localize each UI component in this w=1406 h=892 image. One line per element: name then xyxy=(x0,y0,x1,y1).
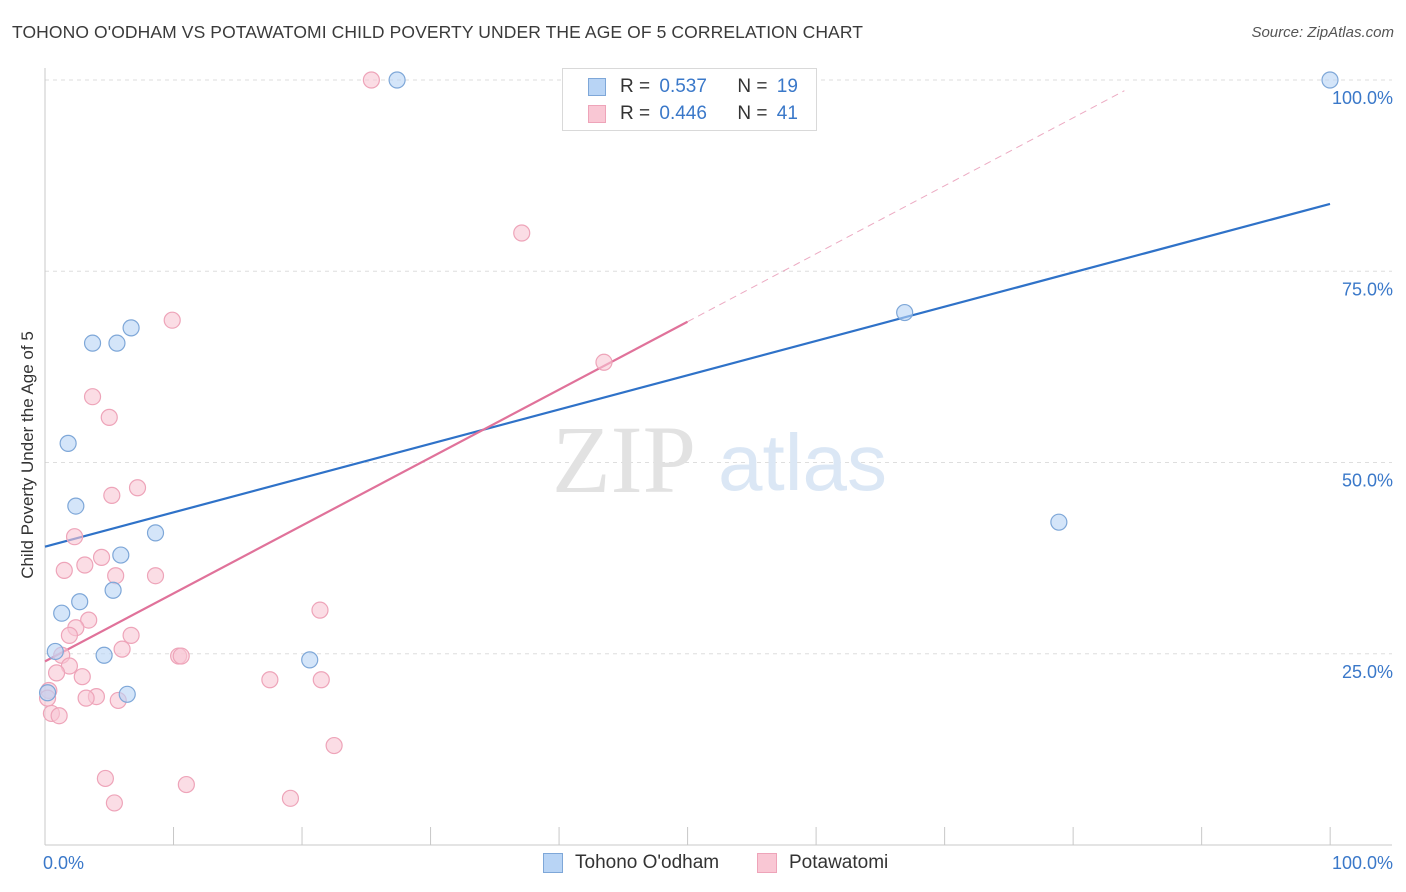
potawatomi-point xyxy=(122,626,140,644)
y-tick-label: 75.0% xyxy=(1342,279,1393,299)
trend-lines xyxy=(44,90,1331,663)
potawatomi-point xyxy=(55,561,73,579)
r-label: R = xyxy=(620,76,651,97)
y-tick-label: 25.0% xyxy=(1342,662,1393,682)
tohono-point xyxy=(1050,513,1068,531)
potawatomi-point xyxy=(311,601,329,619)
gridlines xyxy=(45,79,1392,655)
potawatomi-n-value: 41 xyxy=(776,103,798,124)
y-tick-label: 100.0% xyxy=(1332,88,1393,108)
potawatomi-point xyxy=(96,769,114,788)
tohono-point xyxy=(122,319,140,337)
watermark-atlas: atlas xyxy=(718,418,887,507)
legend-row-potawatomi: R = 0.446 N = 41 xyxy=(588,102,798,126)
potawatomi-point xyxy=(177,775,195,794)
tohono-point xyxy=(108,334,126,352)
tohono-point xyxy=(118,685,136,703)
potawatomi-point xyxy=(163,311,181,329)
potawatomi-r-value: 0.446 xyxy=(659,103,707,124)
potawatomi-point xyxy=(107,567,125,585)
watermark-zip: ZIP xyxy=(552,406,696,513)
potawatomi-point xyxy=(65,528,84,546)
tohono-r-value: 0.537 xyxy=(659,76,707,97)
potawatomi-point xyxy=(77,689,95,707)
tohono-point xyxy=(388,71,406,89)
potawatomi-swatch xyxy=(588,105,606,123)
potawatomi-point xyxy=(92,548,111,566)
potawatomi-point xyxy=(73,668,91,686)
potawatomi-point xyxy=(105,794,123,812)
data-points xyxy=(38,71,1339,812)
potawatomi-point xyxy=(100,408,118,426)
tohono-point xyxy=(146,524,165,542)
potawatomi-point xyxy=(261,671,279,689)
tohono-point xyxy=(71,593,89,611)
n-label: N = xyxy=(737,76,768,97)
stats-legend: R = 0.537 N = 19 R = 0.446 N = 41 xyxy=(562,68,817,131)
bottom-legend-potawatomi: Potawatomi xyxy=(757,852,888,874)
potawatomi-point xyxy=(281,789,300,807)
tohono-point xyxy=(53,604,71,622)
potawatomi-point xyxy=(325,736,343,755)
x-tick-label: 0.0% xyxy=(43,853,84,873)
potawatomi-point xyxy=(76,556,94,574)
potawatomi-point xyxy=(312,671,330,689)
potawatomi-legend-swatch xyxy=(757,853,777,873)
potawatomi-point xyxy=(513,224,531,242)
potawatomi-trend-extension xyxy=(687,90,1125,323)
potawatomi-point xyxy=(172,647,190,665)
tohono-trend-line xyxy=(44,202,1331,548)
potawatomi-point xyxy=(47,664,66,682)
potawatomi-point xyxy=(362,71,380,89)
tohono-point xyxy=(301,651,319,669)
potawatomi-trend-line xyxy=(44,320,689,663)
y-tick-label: 50.0% xyxy=(1342,471,1393,491)
tohono-point xyxy=(38,684,57,702)
tohono-point xyxy=(104,581,122,599)
source-credit: Source: ZipAtlas.com xyxy=(1251,24,1394,41)
tick-labels: 25.0% 50.0% 75.0% 100.0% 0.0% 100.0% xyxy=(43,88,1393,873)
tohono-point xyxy=(83,334,102,352)
potawatomi-point xyxy=(128,479,147,497)
bottom-legend-tohono: Tohono O'odham xyxy=(543,852,719,874)
r-label: R = xyxy=(620,103,651,124)
tohono-point xyxy=(67,497,85,515)
n-label: N = xyxy=(737,103,768,124)
tohono-point xyxy=(95,646,113,664)
legend-row-tohono: R = 0.537 N = 19 xyxy=(588,75,798,99)
potawatomi-point xyxy=(80,611,98,629)
potawatomi-point xyxy=(50,707,68,725)
tohono-point xyxy=(1321,71,1339,89)
tohono-legend-label: Tohono O'odham xyxy=(575,852,720,873)
tohono-swatch xyxy=(588,78,606,96)
tohono-point xyxy=(59,434,77,452)
potawatomi-point xyxy=(595,353,613,371)
potawatomi-point xyxy=(83,388,102,406)
potawatomi-legend-label: Potawatomi xyxy=(789,852,889,873)
potawatomi-point xyxy=(103,486,121,504)
tohono-point xyxy=(46,642,64,661)
potawatomi-point xyxy=(113,640,131,658)
potawatomi-point xyxy=(60,626,79,644)
tohono-n-value: 19 xyxy=(776,76,798,97)
potawatomi-point xyxy=(146,567,165,585)
x-tick-label: 100.0% xyxy=(1332,853,1393,873)
tohono-legend-swatch xyxy=(543,853,563,873)
tohono-point xyxy=(896,303,914,322)
chart-title: TOHONO O'ODHAM VS POTAWATOMI CHILD POVER… xyxy=(12,22,864,42)
tohono-point xyxy=(112,546,130,564)
